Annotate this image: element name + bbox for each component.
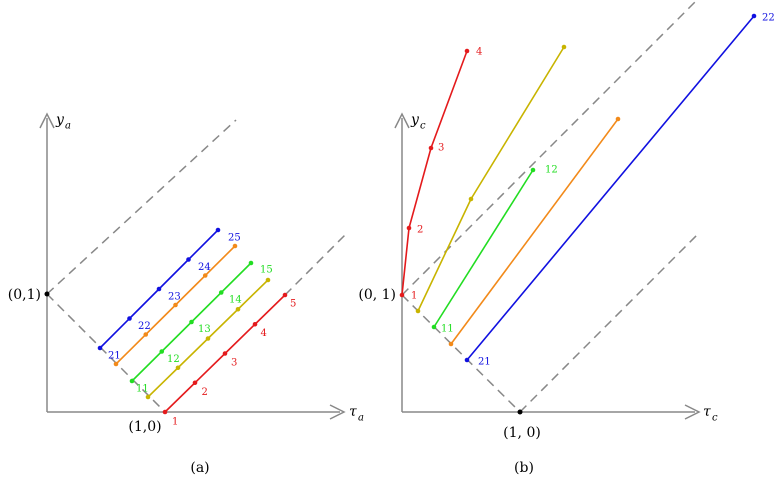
y-axis-arrow: [394, 112, 410, 129]
point: [127, 316, 132, 321]
point-label: 2: [417, 225, 423, 236]
corner-point: [517, 409, 523, 415]
point: [561, 44, 567, 50]
dashed-line: [401, 0, 698, 296]
point: [415, 308, 421, 314]
y-axis-label: y: [55, 112, 65, 128]
point: [615, 116, 621, 122]
point-label: 11: [441, 324, 454, 335]
dashed-line: [46, 293, 166, 413]
caption: (a): [190, 460, 209, 476]
point: [189, 319, 194, 325]
point: [192, 380, 198, 386]
corner-label: (0,1): [8, 287, 41, 303]
x-axis-arrow: [684, 404, 701, 420]
point-label: 2: [202, 387, 208, 398]
caption: (b): [514, 460, 534, 476]
point: [406, 225, 412, 231]
point: [143, 332, 149, 337]
point: [97, 345, 103, 351]
point-label: 24: [198, 262, 211, 273]
point-label: 22: [138, 321, 151, 332]
x-axis-subscript: a: [358, 413, 364, 424]
corner-label: (0, 1): [358, 287, 396, 303]
x-axis-label: τ: [703, 404, 711, 420]
y-axis-subscript: a: [65, 121, 71, 132]
y-axis-subscript: c: [420, 121, 426, 132]
y-axis-arrow: [39, 112, 55, 129]
y-axis-label: y: [410, 112, 420, 128]
dashed-line: [284, 234, 346, 296]
point: [129, 378, 135, 384]
line: [433, 169, 534, 328]
line: [450, 118, 619, 345]
point: [265, 277, 271, 283]
point: [232, 243, 238, 249]
point-label: 23: [168, 292, 181, 303]
point: [173, 302, 178, 308]
point: [162, 409, 168, 415]
point: [186, 257, 191, 262]
point-label: 14: [229, 294, 242, 305]
point: [468, 196, 474, 202]
point-label: 11: [136, 384, 149, 395]
point: [145, 394, 151, 400]
point: [751, 13, 757, 19]
corner-label: (1, 0): [503, 425, 541, 441]
panel-b-layout: [394, 0, 701, 420]
dashed-line: [519, 234, 698, 413]
point: [530, 167, 536, 173]
point: [431, 324, 437, 330]
point: [399, 292, 405, 298]
x-axis-subscript: c: [712, 413, 718, 424]
point: [156, 286, 162, 292]
point: [252, 321, 258, 327]
point: [248, 260, 254, 266]
point-label: 4: [476, 47, 482, 58]
point: [235, 306, 241, 312]
point: [215, 227, 221, 233]
point: [218, 290, 224, 295]
point: [428, 145, 434, 151]
point-label: 22: [762, 13, 774, 24]
point-label: 3: [231, 358, 237, 369]
corner-point: [44, 291, 50, 297]
point-label: 25: [228, 233, 241, 244]
point: [202, 273, 208, 278]
point: [464, 357, 470, 363]
point-label: 21: [108, 351, 121, 362]
point-label: 12: [545, 165, 558, 176]
point: [113, 361, 119, 367]
point-label: 1: [172, 417, 178, 428]
point-label: 3: [438, 143, 444, 154]
line: [401, 50, 468, 296]
point-label: 21: [478, 357, 491, 368]
point-label: 1: [411, 291, 417, 302]
point: [175, 365, 181, 371]
point-label: 12: [167, 354, 180, 365]
point: [464, 48, 470, 54]
corner-label: (1,0): [128, 419, 161, 435]
point-label: 5: [290, 299, 296, 310]
line: [417, 46, 565, 312]
point: [448, 341, 454, 347]
x-axis-arrow: [329, 404, 346, 420]
point: [222, 351, 228, 356]
point-label: 15: [260, 265, 273, 276]
point: [159, 349, 165, 354]
point: [282, 292, 288, 298]
point-label: 13: [198, 324, 211, 335]
dashed-line: [46, 119, 237, 295]
point: [205, 336, 211, 341]
x-axis-label: τ: [349, 404, 357, 420]
panel-a-layout: [39, 112, 346, 420]
line: [466, 15, 755, 361]
point-label: 4: [261, 328, 267, 339]
dashed-line: [401, 294, 521, 413]
